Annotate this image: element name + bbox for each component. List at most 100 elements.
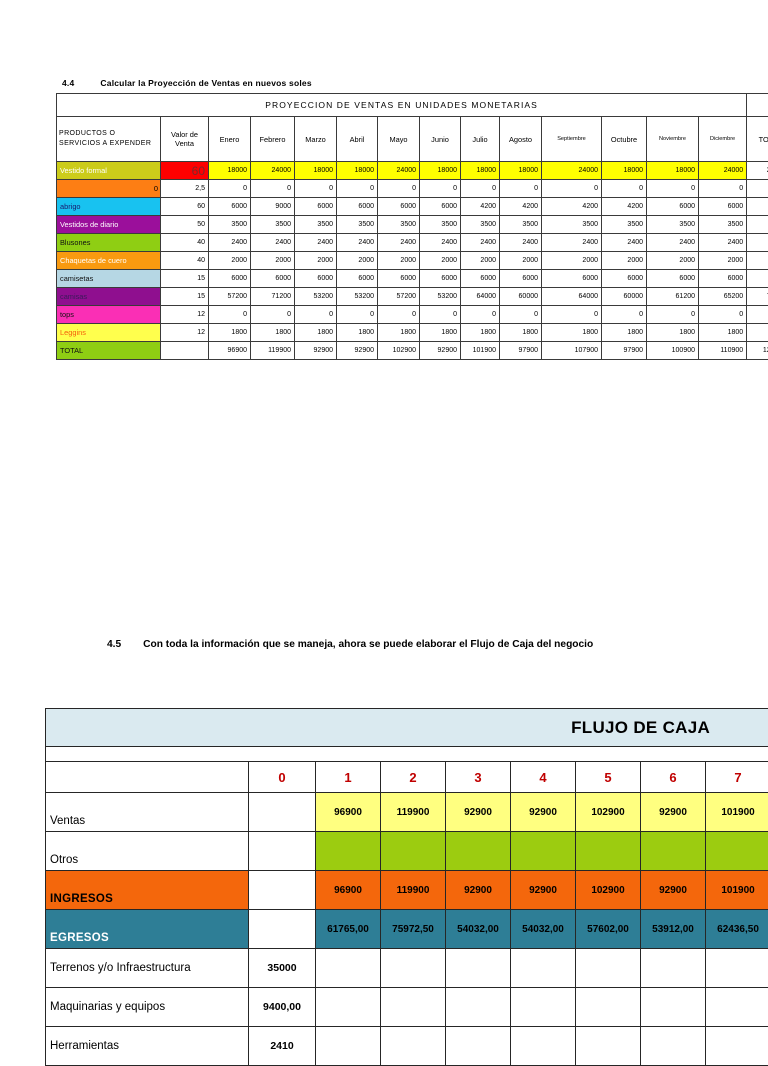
sales-cell: 64000 bbox=[461, 288, 500, 306]
cashflow-cell bbox=[381, 1027, 446, 1066]
sales-cell: 0 bbox=[337, 306, 378, 324]
sales-cell: 18000 bbox=[337, 162, 378, 180]
sales-cell: 2400 bbox=[295, 234, 337, 252]
sales-cell: 2000 bbox=[647, 252, 699, 270]
sales-cell: 2000 bbox=[209, 252, 251, 270]
sales-cell: 6000 bbox=[251, 270, 295, 288]
sales-cell: 0 bbox=[699, 180, 747, 198]
sales-row-label: Blusones bbox=[57, 234, 161, 252]
sales-cell: 0 bbox=[500, 306, 542, 324]
sales-table-title-row: PROYECCION DE VENTAS EN UNIDADES MONETAR… bbox=[57, 94, 768, 117]
sales-cell: 24000 bbox=[699, 162, 747, 180]
sales-cell: 0 bbox=[699, 306, 747, 324]
sales-cell: 57200 bbox=[209, 288, 251, 306]
sales-header-month-octubre: Octubre bbox=[602, 117, 647, 162]
sales-row-total: 42000 bbox=[747, 216, 768, 234]
sales-cell: 53200 bbox=[295, 288, 337, 306]
cashflow-cell: 102900 bbox=[576, 871, 641, 910]
sales-cell: 102900 bbox=[378, 342, 420, 360]
cashflow-cell-period-0 bbox=[249, 871, 316, 910]
sales-header-month-noviembre: Noviembre bbox=[647, 117, 699, 162]
cashflow-cell: 53912,00 bbox=[641, 910, 706, 949]
sales-cell: 2000 bbox=[251, 252, 295, 270]
cashflow-cell-period-0 bbox=[249, 910, 316, 949]
sales-row-label: TOTAL bbox=[57, 342, 161, 360]
cashflow-cell bbox=[511, 949, 576, 988]
sales-row-total: 0 bbox=[747, 306, 768, 324]
sales-cell: 57200 bbox=[378, 288, 420, 306]
sales-cell: 92900 bbox=[420, 342, 461, 360]
cashflow-cell-period-0 bbox=[249, 832, 316, 871]
sales-cell: 2400 bbox=[500, 234, 542, 252]
cashflow-cell: 54032,00 bbox=[511, 910, 576, 949]
sales-cell: 6000 bbox=[699, 198, 747, 216]
cashflow-period-3: 3 bbox=[446, 762, 511, 793]
sales-row-total: 72000 bbox=[747, 270, 768, 288]
sales-row-unit-value: 60 bbox=[161, 162, 209, 180]
cashflow-cell bbox=[641, 949, 706, 988]
sales-cell: 65200 bbox=[699, 288, 747, 306]
section-4-5-text: Con toda la información que se maneja, a… bbox=[143, 639, 593, 650]
cashflow-period-1: 1 bbox=[316, 762, 381, 793]
sales-header-month-enero: Enero bbox=[209, 117, 251, 162]
sales-row-total: 0 bbox=[747, 180, 768, 198]
sales-cell: 6000 bbox=[295, 198, 337, 216]
sales-cell: 0 bbox=[295, 306, 337, 324]
cashflow-cell bbox=[316, 988, 381, 1027]
sales-row-label: camisas bbox=[57, 288, 161, 306]
sales-row-label: tops bbox=[57, 306, 161, 324]
sales-header-valor-venta: Valor de Venta bbox=[161, 117, 209, 162]
sales-cell: 53200 bbox=[420, 288, 461, 306]
cashflow-row-label: Herramientas bbox=[46, 1027, 249, 1066]
sales-row-label: Vestidos de diario bbox=[57, 216, 161, 234]
cashflow-cell bbox=[576, 832, 641, 871]
cashflow-title-row: FLUJO DE CAJA bbox=[46, 709, 768, 747]
cashflow-cell: 75972,50 bbox=[381, 910, 446, 949]
cashflow-cell bbox=[316, 1027, 381, 1066]
sales-cell: 101900 bbox=[461, 342, 500, 360]
cashflow-cell bbox=[511, 988, 576, 1027]
sales-cell: 0 bbox=[251, 180, 295, 198]
cashflow-row-label: INGRESOS bbox=[46, 871, 249, 910]
sales-header-month-mayo: Mayo bbox=[378, 117, 420, 162]
sales-cell: 2000 bbox=[337, 252, 378, 270]
sales-cell: 0 bbox=[251, 306, 295, 324]
sales-cell: 18000 bbox=[209, 162, 251, 180]
cashflow-period-2: 2 bbox=[381, 762, 446, 793]
sales-cell: 3500 bbox=[602, 216, 647, 234]
sales-cell: 18000 bbox=[647, 162, 699, 180]
cashflow-period-6: 6 bbox=[641, 762, 706, 793]
sales-cell: 3500 bbox=[295, 216, 337, 234]
cashflow-cell: 92900 bbox=[511, 793, 576, 832]
sales-cell: 9000 bbox=[251, 198, 295, 216]
sales-cell: 0 bbox=[542, 306, 602, 324]
cashflow-cell bbox=[446, 832, 511, 871]
sales-cell: 53200 bbox=[337, 288, 378, 306]
sales-cell: 3500 bbox=[337, 216, 378, 234]
cashflow-cell bbox=[446, 949, 511, 988]
sales-cell: 3500 bbox=[251, 216, 295, 234]
sales-cell: 18000 bbox=[295, 162, 337, 180]
sales-cell: 92900 bbox=[337, 342, 378, 360]
sales-cell: 6000 bbox=[378, 198, 420, 216]
sales-cell: 1800 bbox=[378, 324, 420, 342]
sales-cell: 0 bbox=[378, 180, 420, 198]
sales-cell: 92900 bbox=[295, 342, 337, 360]
cashflow-title: FLUJO DE CAJA bbox=[46, 709, 768, 747]
sales-header-month-junio: Junio bbox=[420, 117, 461, 162]
cashflow-cell: 57602,00 bbox=[576, 910, 641, 949]
sales-row-unit-value: 40 bbox=[161, 252, 209, 270]
cashflow-period-7: 7 bbox=[706, 762, 768, 793]
cashflow-period-0: 0 bbox=[249, 762, 316, 793]
